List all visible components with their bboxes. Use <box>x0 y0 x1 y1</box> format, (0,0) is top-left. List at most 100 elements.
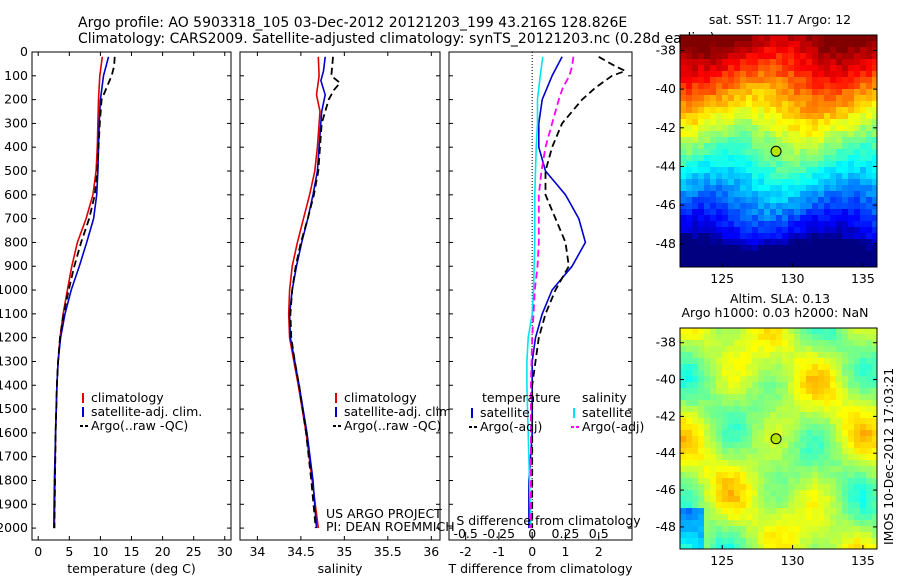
sst-cell <box>818 227 825 234</box>
sst-cell <box>830 257 837 264</box>
sst-cell <box>788 239 795 246</box>
sst-cell <box>836 197 843 204</box>
sla-cell <box>800 442 807 449</box>
sst-cell <box>686 95 693 102</box>
sla-cell <box>860 532 867 539</box>
sst-cell <box>872 209 878 216</box>
sst-cell <box>734 245 741 252</box>
sst-cell <box>740 233 747 240</box>
sla-xtick-label: 135 <box>851 553 875 568</box>
sla-cell <box>794 526 801 533</box>
sla-cell <box>836 346 843 353</box>
sla-cell <box>806 532 813 539</box>
sst-cell <box>854 251 861 258</box>
sst-cell <box>842 113 849 120</box>
sst-cell <box>824 221 831 228</box>
sst-cell <box>830 137 837 144</box>
sst-cell <box>866 35 873 42</box>
sst-cell <box>698 155 705 162</box>
sla-cell <box>740 328 747 335</box>
sst-cell <box>824 77 831 84</box>
sst-cell <box>728 77 735 84</box>
sla-cell <box>848 502 855 509</box>
sst-cell <box>872 185 878 192</box>
sst-cell <box>854 167 861 174</box>
sla-cell <box>830 538 837 545</box>
sla-cell <box>764 394 771 401</box>
temp-ytick-label: 1800 <box>0 472 28 487</box>
sst-cell <box>752 53 759 60</box>
sla-cell <box>860 424 867 431</box>
sla-cell <box>758 394 765 401</box>
sla-cell <box>842 538 849 545</box>
sst-cell <box>680 149 687 156</box>
sst-cell <box>770 179 777 186</box>
sla-cell <box>800 472 807 479</box>
sla-cell <box>770 334 777 341</box>
sla-cell <box>818 370 825 377</box>
sla-cell <box>794 538 801 545</box>
sst-cell <box>812 113 819 120</box>
sst-cell <box>788 227 795 234</box>
sla-cell <box>722 460 729 467</box>
sla-cell <box>764 478 771 485</box>
sst-cell <box>872 59 878 66</box>
sla-cell <box>836 484 843 491</box>
sst-cell <box>728 113 735 120</box>
sla-cell <box>770 388 777 395</box>
sla-cell <box>686 520 693 527</box>
sla-cell <box>764 334 771 341</box>
sla-cell <box>842 388 849 395</box>
sla-cell <box>848 352 855 359</box>
sla-cell <box>734 460 741 467</box>
sla-cell <box>752 334 759 341</box>
sla-cell <box>830 442 837 449</box>
sst-cell <box>710 125 717 132</box>
sla-cell <box>800 514 807 521</box>
diff-xtick2-label: -0.5 <box>453 526 477 541</box>
sst-cell <box>680 77 687 84</box>
sst-cell <box>704 179 711 186</box>
sst-cell <box>842 191 849 198</box>
sst-cell <box>752 101 759 108</box>
sla-cell <box>710 502 717 509</box>
sst-cell <box>752 131 759 138</box>
sla-cell <box>722 358 729 365</box>
sla-cell <box>764 520 771 527</box>
sst-cell <box>866 59 873 66</box>
sst-cell <box>770 137 777 144</box>
sla-cell <box>716 442 723 449</box>
sst-cell <box>740 83 747 90</box>
sst-cell <box>680 35 687 42</box>
sst-cell <box>806 83 813 90</box>
sst-cell <box>770 41 777 48</box>
sla-cell <box>710 490 717 497</box>
sla-cell <box>794 454 801 461</box>
sla-cell <box>842 406 849 413</box>
sst-cell <box>728 185 735 192</box>
sla-cell <box>704 466 711 473</box>
sst-cell <box>860 203 867 210</box>
sla-cell <box>788 358 795 365</box>
sla-cell <box>704 400 711 407</box>
sst-cell <box>854 245 861 252</box>
sla-cell <box>866 532 873 539</box>
sst-cell <box>758 83 765 90</box>
sst-cell <box>704 227 711 234</box>
sla-cell <box>824 394 831 401</box>
sst-cell <box>812 233 819 240</box>
sla-cell <box>740 382 747 389</box>
sst-cell <box>824 137 831 144</box>
sst-cell <box>776 155 783 162</box>
sst-cell <box>854 185 861 192</box>
sst-cell <box>776 89 783 96</box>
sst-cell <box>836 167 843 174</box>
sla-cell <box>842 484 849 491</box>
sla-cell <box>812 424 819 431</box>
sal-series-line <box>287 56 321 529</box>
diff-xtick2-label: -0.25 <box>483 526 515 541</box>
sst-cell <box>770 35 777 42</box>
sla-cell <box>872 454 878 461</box>
sst-field <box>680 35 878 268</box>
sla-cell <box>806 436 813 443</box>
